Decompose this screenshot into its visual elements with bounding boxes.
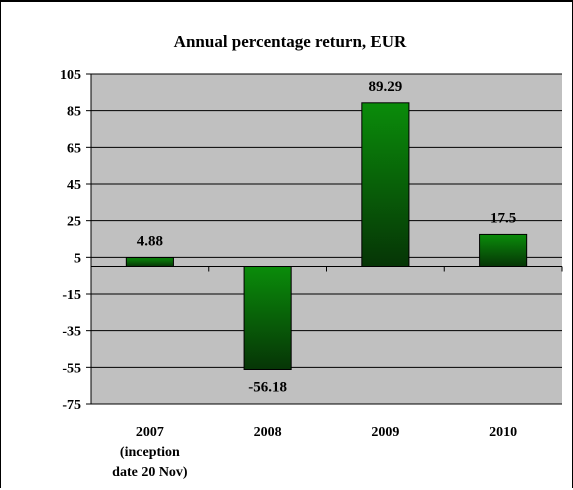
bar [479, 233, 528, 268]
x-tick-label: 2008 [254, 425, 282, 440]
y-tick-label: -75 [62, 398, 81, 413]
y-tick-label: 45 [67, 178, 81, 193]
data-label: 17.5 [490, 210, 516, 226]
gridlines [91, 73, 562, 405]
data-label: 4.88 [137, 234, 163, 250]
labels: 105 85 65 45 25 5 -15 -35 -55 -75 4.88 2007 (incepti… [60, 68, 517, 480]
x-tick-label: date 20 Nov) [112, 465, 188, 480]
y-tick-label: 65 [67, 141, 81, 156]
data-label: 89.29 [369, 79, 403, 95]
bars [125, 102, 528, 370]
bar [125, 257, 174, 267]
chart-title: Annual percentage return, EUR [174, 32, 407, 51]
x-tick-label: 2010 [489, 425, 517, 440]
x-tick-label: 2007 [136, 425, 164, 440]
y-tick-label: 25 [67, 215, 81, 230]
y-tick-label: 85 [67, 105, 81, 120]
x-tick-label: (inception [120, 445, 180, 460]
y-tick-label: 5 [74, 251, 81, 266]
axes [86, 73, 563, 405]
data-label: -56.18 [248, 379, 287, 395]
y-tick-label: -15 [62, 288, 81, 303]
y-tick-label: -55 [62, 361, 81, 376]
bar [243, 266, 292, 370]
x-tick-label: 2009 [371, 425, 399, 440]
y-tick-label: -35 [62, 325, 81, 340]
y-tick-label: 105 [60, 68, 81, 83]
bar [361, 102, 410, 267]
